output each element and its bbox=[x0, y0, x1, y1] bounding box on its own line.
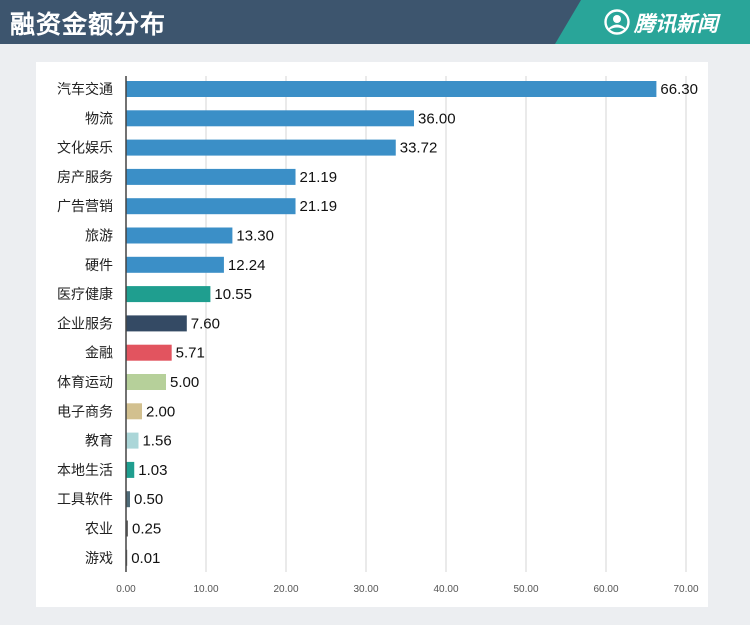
x-tick-label: 10.00 bbox=[193, 584, 218, 595]
category-label: 旅游 bbox=[85, 229, 113, 245]
x-tick-label: 0.00 bbox=[116, 584, 136, 595]
category-label: 本地生活 bbox=[57, 463, 113, 479]
category-label: 医疗健康 bbox=[57, 286, 113, 303]
bar bbox=[126, 256, 224, 273]
bar bbox=[126, 110, 414, 127]
value-label: 0.25 bbox=[132, 521, 161, 538]
bar bbox=[126, 374, 166, 390]
bar bbox=[126, 315, 187, 332]
chart-grid bbox=[205, 76, 687, 572]
value-label: 66.30 bbox=[660, 81, 698, 98]
category-labels: 汽车交通物流文化娱乐房产服务广告营销旅游硬件医疗健康企业服务金融体育运动电子商务… bbox=[57, 81, 113, 567]
x-tick-labels: 0.00 10.00 20.00 30.00 40.00 50.00 60.00 70.00 bbox=[116, 584, 699, 595]
value-label: 5.00 bbox=[170, 374, 199, 391]
value-label: 1.03 bbox=[138, 462, 167, 479]
category-label: 文化娱乐 bbox=[57, 141, 113, 157]
x-tick-label: 30.00 bbox=[353, 584, 378, 595]
bar bbox=[126, 198, 296, 215]
category-label: 教育 bbox=[85, 434, 113, 450]
brand-panel bbox=[555, 0, 750, 44]
category-label: 硬件 bbox=[85, 258, 113, 274]
value-labels: 66.30 36.00 33.72 21.19 21.19 13.30 12.24 10.55… bbox=[131, 81, 698, 567]
chart-bars bbox=[126, 81, 657, 566]
bar bbox=[126, 344, 172, 361]
tencent-news-logo-icon bbox=[604, 9, 630, 35]
page-title: 融资金额分布 bbox=[10, 10, 167, 39]
category-label: 广告营销 bbox=[57, 199, 113, 215]
bar bbox=[126, 168, 296, 185]
bar bbox=[126, 491, 130, 508]
x-tick-label: 20.00 bbox=[273, 584, 298, 595]
bar bbox=[126, 520, 128, 537]
value-label: 5.71 bbox=[176, 345, 205, 362]
bar bbox=[126, 139, 396, 156]
bar bbox=[126, 432, 139, 449]
category-label: 汽车交通 bbox=[57, 81, 113, 98]
x-tick-label: 50.00 bbox=[513, 584, 538, 595]
bar bbox=[126, 461, 135, 478]
value-label: 21.19 bbox=[300, 169, 338, 186]
category-label: 物流 bbox=[85, 111, 113, 127]
value-label: 33.72 bbox=[400, 140, 438, 157]
value-label: 13.30 bbox=[236, 228, 274, 245]
category-label: 体育运动 bbox=[57, 375, 113, 391]
x-tick-label: 60.00 bbox=[593, 584, 618, 595]
value-label: 10.55 bbox=[214, 286, 252, 303]
bar bbox=[126, 81, 657, 97]
category-label: 工具软件 bbox=[57, 492, 113, 508]
value-label: 2.00 bbox=[146, 403, 175, 420]
value-label: 1.56 bbox=[142, 433, 171, 450]
value-label: 7.60 bbox=[191, 315, 220, 332]
category-label: 金融 bbox=[85, 346, 113, 362]
bar bbox=[126, 286, 211, 303]
value-label: 12.24 bbox=[228, 257, 266, 274]
category-label: 企业服务 bbox=[57, 315, 113, 332]
x-tick-label: 40.00 bbox=[433, 584, 458, 595]
category-label: 农业 bbox=[85, 522, 113, 538]
bar bbox=[126, 227, 233, 244]
x-tick-label: 70.00 bbox=[673, 584, 698, 595]
category-label: 游戏 bbox=[85, 551, 113, 567]
brand-name: 腾讯新闻 bbox=[634, 12, 718, 36]
category-label: 房产服务 bbox=[57, 170, 113, 186]
value-label: 36.00 bbox=[418, 110, 456, 127]
value-label: 0.01 bbox=[131, 550, 160, 567]
category-label: 电子商务 bbox=[57, 404, 113, 420]
value-label: 0.50 bbox=[134, 491, 163, 508]
value-label: 21.19 bbox=[300, 198, 338, 215]
bar bbox=[126, 403, 142, 420]
